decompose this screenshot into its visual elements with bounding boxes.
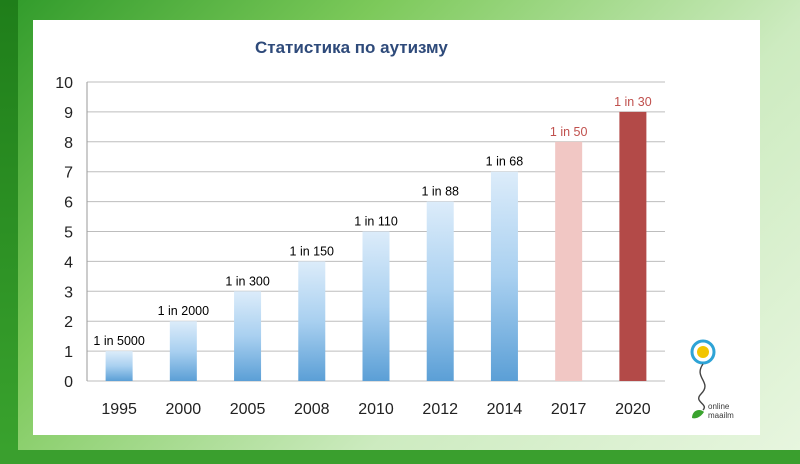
- y-tick-label: 7: [64, 165, 73, 182]
- bar-2008: [298, 261, 326, 381]
- data-label-2020: 1 in 30: [614, 95, 652, 109]
- x-tick-label-2010: 2010: [358, 401, 394, 418]
- x-tick-label-2014: 2014: [487, 401, 523, 418]
- y-tick-label: 4: [64, 254, 73, 271]
- y-tick-label: 3: [64, 284, 73, 301]
- y-tick-label: 2: [64, 314, 73, 331]
- chart-panel: Статистика по аутизму 0 1 2 3 4 5 6 7 8 9 10 1 in 5…: [33, 20, 760, 435]
- x-tick-label-2017: 2017: [551, 401, 587, 418]
- data-label-1995: 1 in 5000: [93, 334, 144, 348]
- y-tick-label: 1: [64, 344, 73, 361]
- bar-1995: [105, 351, 133, 381]
- bar-2014: [490, 171, 518, 381]
- data-label-2017: 1 in 50: [550, 125, 588, 139]
- y-tick-label: 8: [64, 135, 73, 152]
- data-label-2014: 1 in 68: [486, 155, 524, 169]
- decorative-side-band: [0, 0, 18, 464]
- y-tick-label: 5: [64, 225, 73, 242]
- x-tick-label-2005: 2005: [230, 401, 266, 418]
- data-label-2010: 1 in 110: [354, 215, 398, 229]
- bar-2000: [169, 321, 197, 381]
- data-label-2000: 1 in 2000: [158, 304, 209, 318]
- y-tick-label: 6: [64, 195, 73, 212]
- x-tick-label-2020: 2020: [615, 401, 651, 418]
- bar-2010: [362, 231, 390, 381]
- data-label-2005: 1 in 300: [225, 274, 270, 288]
- logo-text-line2: maailm: [708, 411, 734, 420]
- data-label-2008: 1 in 150: [290, 244, 335, 258]
- x-tick-label-2012: 2012: [422, 401, 458, 418]
- x-tick-label-1995: 1995: [101, 401, 137, 418]
- y-tick-label: 10: [55, 75, 73, 92]
- data-label-2012: 1 in 88: [421, 185, 459, 199]
- online-maailm-logo: online maailm: [690, 339, 734, 420]
- chart-title: Статистика по аутизму: [255, 38, 448, 57]
- bar-2020: [619, 111, 647, 382]
- x-tick-label-2008: 2008: [294, 401, 330, 418]
- bar-2005: [234, 291, 262, 381]
- bar-2017: [555, 141, 583, 381]
- bar-2012: [426, 201, 454, 381]
- bar-chart: 0 1 2 3 4 5 6 7 8 9 10 1 in 5000 1995 1 in 2000 2000 1 …: [55, 75, 665, 418]
- y-tick-label: 9: [64, 105, 73, 122]
- x-tick-label-2000: 2000: [166, 401, 202, 418]
- y-tick-label: 0: [64, 374, 73, 391]
- logo-text-line1: online: [708, 402, 730, 411]
- decorative-bottom-band: [0, 450, 800, 464]
- lightbulb-leaf-icon: [690, 339, 716, 419]
